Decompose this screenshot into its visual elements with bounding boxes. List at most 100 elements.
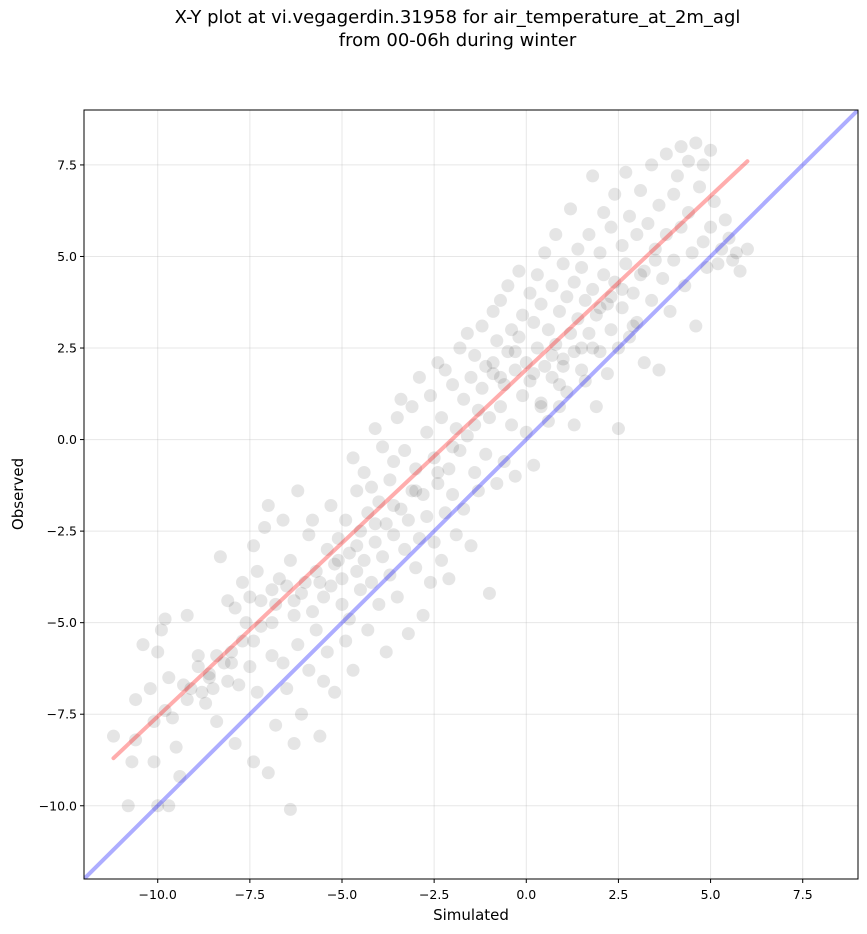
data-point [221, 594, 235, 608]
data-point [615, 301, 629, 315]
data-point [394, 502, 408, 516]
data-point [468, 418, 482, 432]
data-point [331, 531, 345, 545]
data-point [600, 297, 614, 311]
data-point [317, 674, 331, 688]
data-point [390, 411, 404, 425]
data-point [383, 473, 397, 487]
data-point [224, 656, 238, 670]
data-point [493, 400, 507, 414]
data-point [482, 411, 496, 425]
data-point [538, 359, 552, 373]
data-point [707, 195, 721, 209]
data-point [667, 187, 681, 201]
data-point [339, 634, 353, 648]
data-point [597, 206, 611, 220]
data-point [508, 345, 522, 359]
data-point [512, 264, 526, 278]
data-point [659, 147, 673, 161]
x-tick-label: 7.5 [793, 887, 813, 902]
data-point [350, 564, 364, 578]
data-point [228, 601, 242, 615]
data-point [645, 158, 659, 172]
data-point [501, 345, 515, 359]
data-point [552, 378, 566, 392]
data-point [217, 656, 231, 670]
data-point [704, 143, 718, 157]
data-point [129, 693, 143, 707]
data-point [302, 528, 316, 542]
data-point [446, 378, 460, 392]
data-point [283, 553, 297, 567]
data-point [681, 206, 695, 220]
data-point [309, 564, 323, 578]
data-point [505, 323, 519, 337]
data-point [224, 645, 238, 659]
data-point [372, 495, 386, 509]
data-point [372, 597, 386, 611]
data-point [309, 623, 323, 637]
data-point [593, 345, 607, 359]
data-point [364, 480, 378, 494]
chart-title-line-2: from 00-06h during winter [338, 30, 577, 51]
data-point [578, 374, 592, 388]
x-tick-label: 5.0 [701, 887, 721, 902]
data-point [173, 769, 187, 783]
data-point [364, 575, 378, 589]
data-point [335, 597, 349, 611]
data-point [446, 488, 460, 501]
data-points [106, 136, 754, 816]
data-point [468, 348, 482, 362]
data-point [357, 553, 371, 567]
data-point [729, 246, 743, 260]
data-point [210, 649, 224, 663]
data-point [368, 535, 382, 549]
data-point [431, 356, 445, 370]
data-point [394, 392, 408, 406]
data-point [346, 451, 360, 465]
data-point [342, 546, 356, 560]
data-point [641, 217, 655, 231]
data-point [600, 367, 614, 381]
data-point [696, 235, 710, 249]
data-point [121, 799, 135, 813]
data-point [427, 451, 441, 465]
data-point [165, 711, 179, 725]
data-point [331, 553, 345, 567]
data-point [191, 649, 205, 663]
data-point [335, 572, 349, 586]
data-point [416, 488, 430, 501]
data-point [287, 594, 301, 608]
data-point [611, 422, 625, 436]
data-point [191, 660, 205, 674]
data-point [516, 389, 530, 403]
data-point [313, 729, 327, 743]
data-point [685, 246, 699, 260]
y-tick-label: 5.0 [57, 249, 77, 264]
data-point [663, 304, 677, 318]
data-point [317, 590, 331, 604]
data-point [674, 140, 688, 154]
data-point [556, 352, 570, 366]
data-point [431, 466, 445, 480]
data-point [523, 286, 537, 300]
data-point [486, 356, 500, 370]
data-point [162, 671, 176, 685]
data-point [313, 575, 327, 589]
fit-lines [84, 110, 858, 879]
data-point [471, 484, 485, 498]
data-point [659, 228, 673, 242]
data-point [387, 498, 401, 512]
data-point [199, 696, 213, 710]
data-point [320, 645, 334, 659]
data-point [630, 228, 644, 242]
data-point [390, 590, 404, 604]
data-point [740, 242, 754, 256]
plot-frame [83, 109, 859, 880]
data-point [490, 477, 504, 491]
data-point [656, 271, 670, 285]
data-point [604, 220, 618, 234]
x-tick-label: −7.5 [235, 887, 265, 902]
data-point [457, 392, 471, 406]
